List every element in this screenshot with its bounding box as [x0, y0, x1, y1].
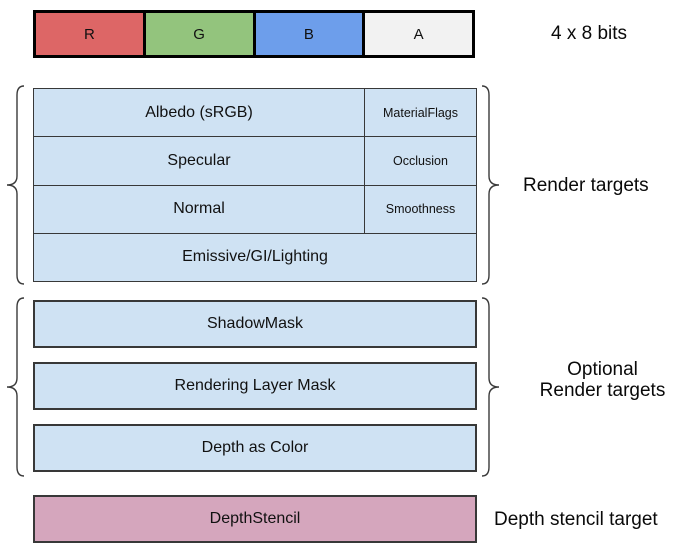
- channel-cell-a: A: [362, 13, 472, 55]
- box-rendering-layer-mask: Rendering Layer Mask: [33, 362, 477, 410]
- box-shadowmask: ShadowMask: [33, 300, 477, 348]
- depth-stencil-label: Depth stencil target: [494, 509, 658, 530]
- cell-smoothness: Smoothness: [364, 185, 476, 233]
- rgba-bit-bar: R G B A: [33, 10, 475, 58]
- cell-normal: Normal: [173, 200, 225, 218]
- channel-cell-g: G: [142, 13, 253, 55]
- channel-cell-b: B: [252, 13, 363, 55]
- bits-caption: 4 x 8 bits: [551, 23, 628, 44]
- right-brace-icon: [480, 85, 502, 285]
- left-brace-icon: [4, 297, 26, 477]
- right-brace-icon: [480, 297, 502, 477]
- optional-label-line1: Optional: [567, 359, 638, 380]
- optional-label-line2: Render targets: [539, 380, 666, 401]
- channel-cell-r: R: [36, 13, 143, 55]
- table-row: Normal Smoothness: [34, 184, 476, 233]
- render-targets-table: Albedo (sRGB) MaterialFlags Specular Occ…: [33, 88, 477, 282]
- box-depth-as-color: Depth as Color: [33, 424, 477, 472]
- table-row: Albedo (sRGB) MaterialFlags: [34, 89, 476, 137]
- table-row: Emissive/GI/Lighting: [34, 232, 476, 281]
- optional-render-targets-label: Optional Render targets: [520, 359, 685, 401]
- left-brace-icon: [4, 85, 26, 285]
- box-depthstencil: DepthStencil: [33, 495, 477, 543]
- cell-emissive: Emissive/GI/Lighting: [182, 248, 328, 266]
- cell-specular: Specular: [167, 151, 231, 169]
- cell-occlusion: Occlusion: [364, 137, 476, 185]
- cell-albedo: Albedo (sRGB): [145, 103, 253, 121]
- cell-materialflags: MaterialFlags: [364, 89, 476, 137]
- table-row: Specular Occlusion: [34, 136, 476, 185]
- render-targets-label: Render targets: [523, 175, 649, 196]
